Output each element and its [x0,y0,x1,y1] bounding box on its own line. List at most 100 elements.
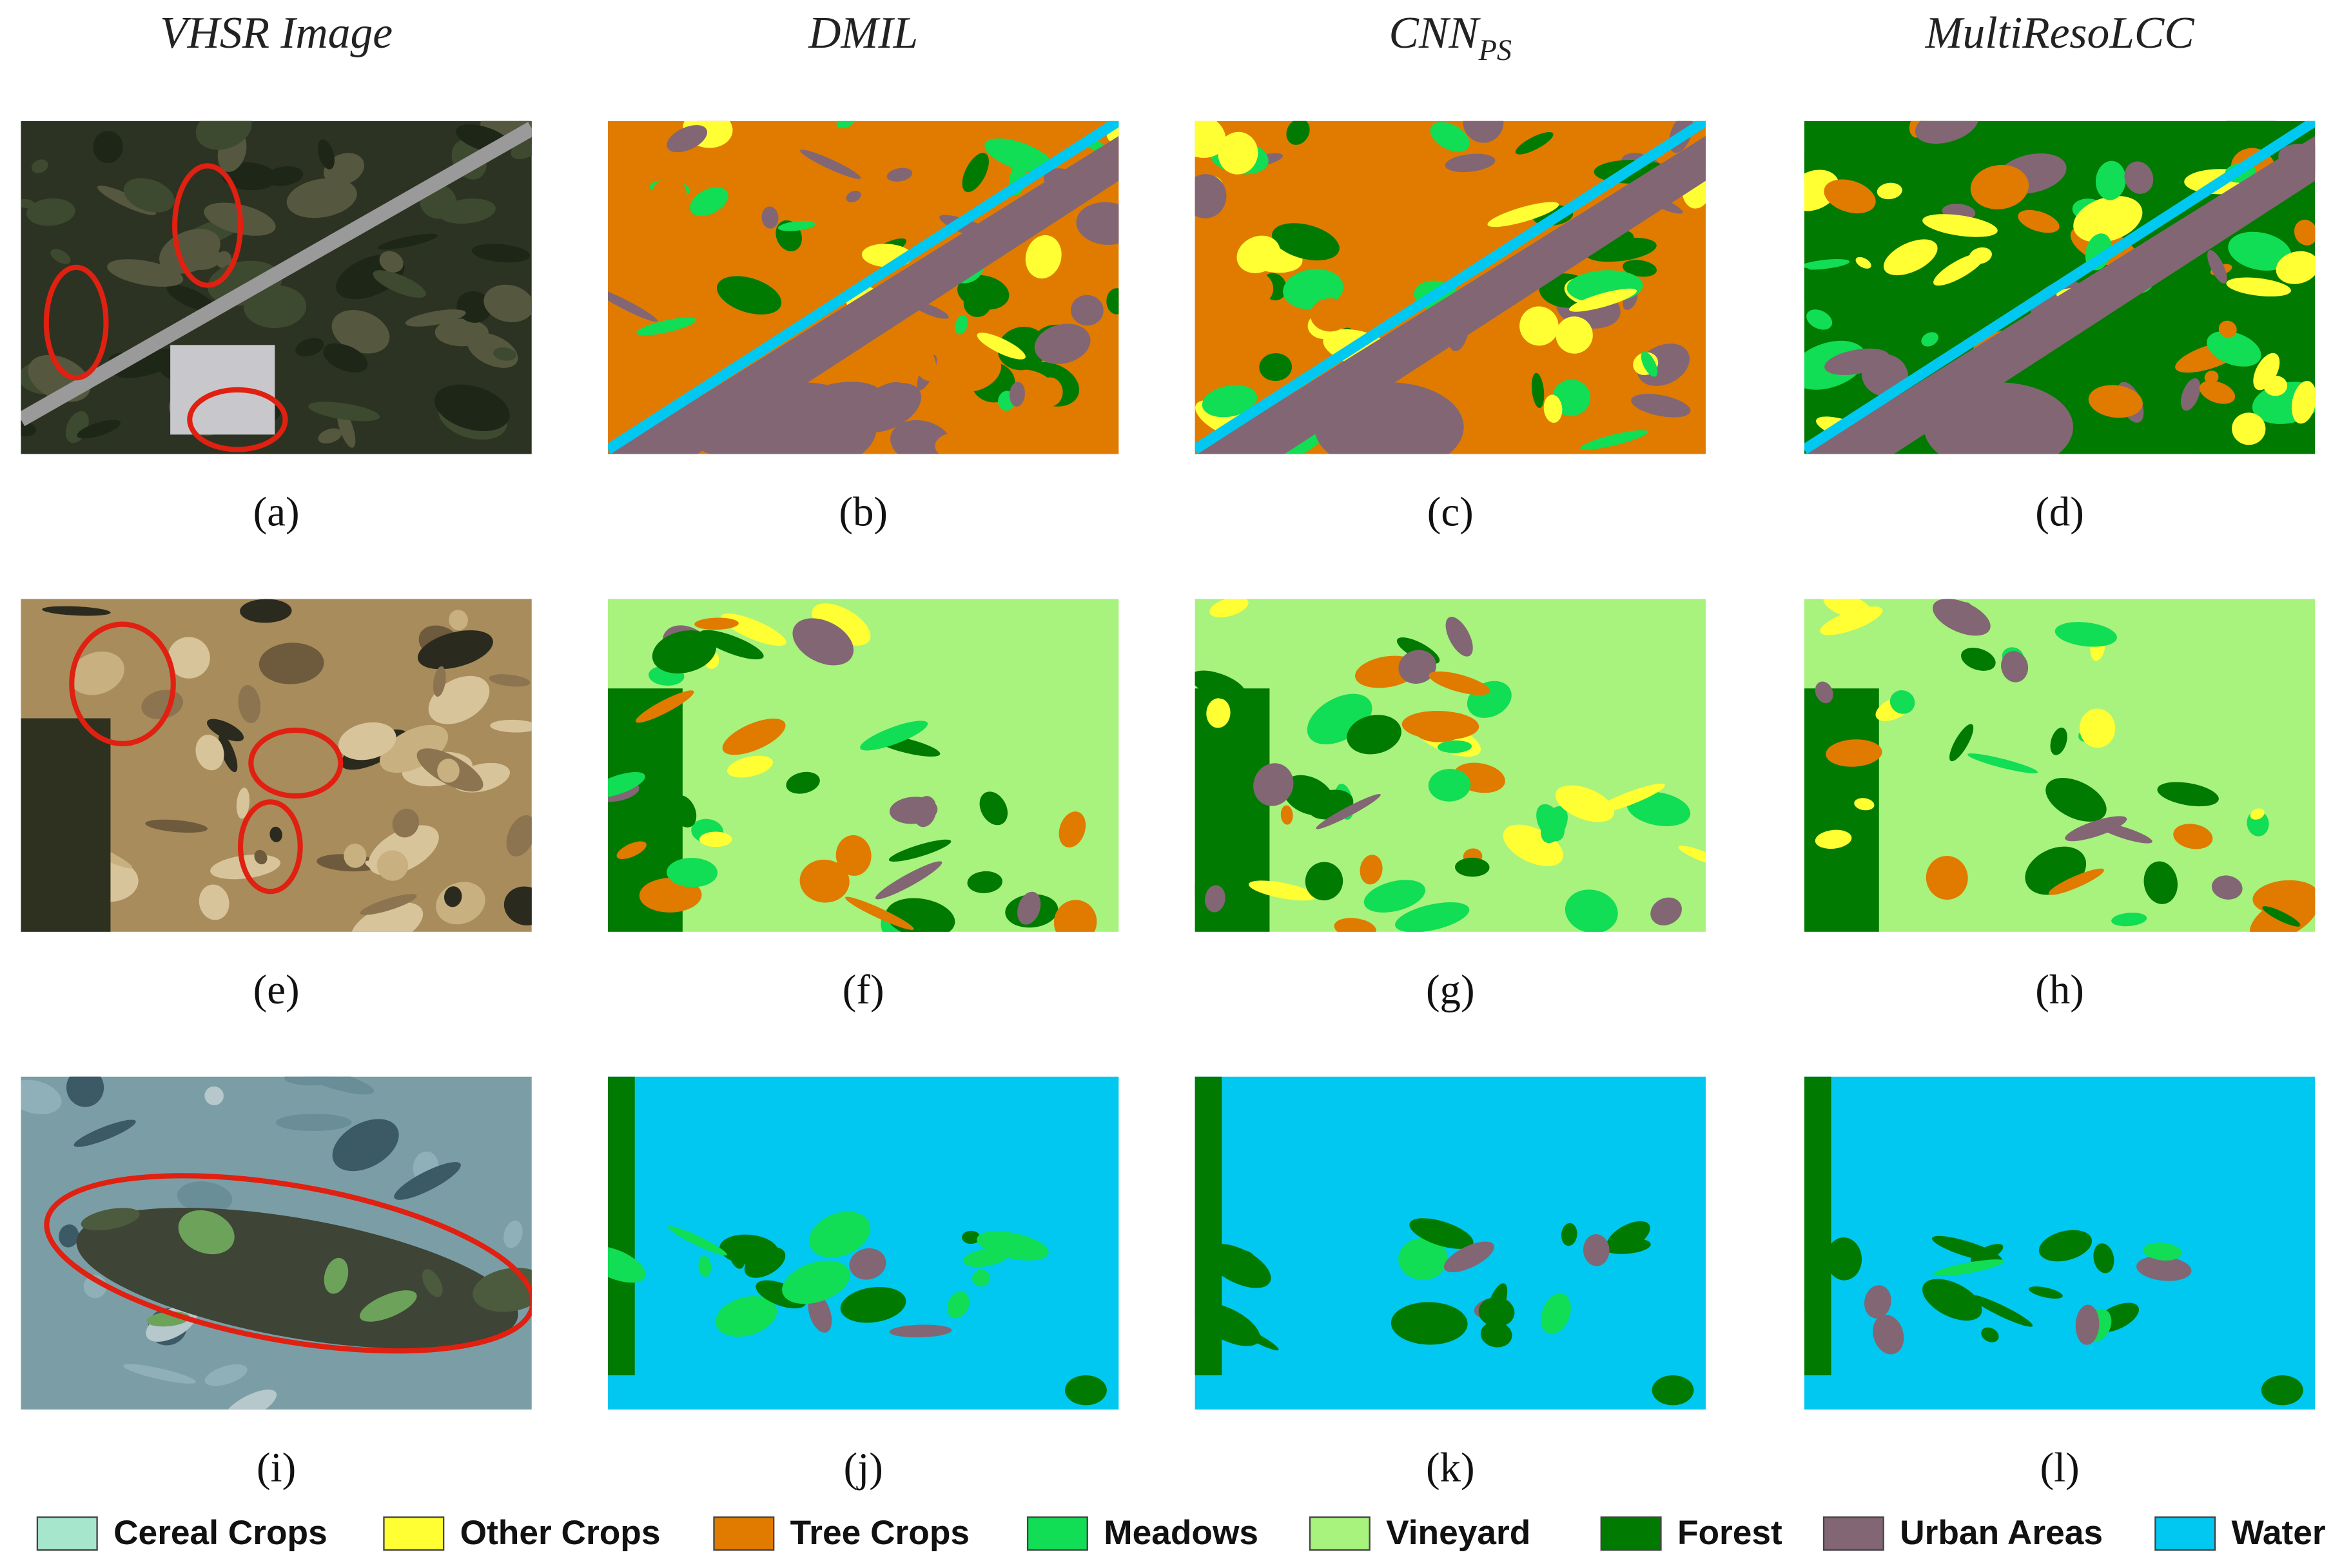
panel-label: (e) [253,967,300,1013]
map-patch [2050,727,2067,755]
map-patch [503,886,532,925]
map-patch [123,178,175,213]
map-patch [1195,1302,1260,1346]
map-patch [836,121,855,129]
map-patch [1967,753,2038,773]
map-patch [2065,816,2127,842]
map-patch [1536,804,1565,842]
map-patch [1926,856,1968,900]
map-patch [2199,380,2236,404]
panel-label: (i) [257,1445,296,1491]
map-patch [1933,1259,2005,1277]
map-patch [1429,671,1490,695]
map-patch [1969,247,1992,264]
map-patch [2225,121,2286,148]
map-patch [1445,617,1473,657]
map-patch [1305,862,1343,901]
legend-swatch [1822,1516,1884,1551]
map-patch [947,1292,970,1319]
map-patch [236,788,250,819]
map-patch [1196,293,1209,322]
map-patch [438,198,496,224]
map-patch [275,1114,352,1132]
map-patch [434,384,510,431]
map-patch [2294,219,2316,246]
map-patch [957,275,1010,310]
map-patch [166,284,215,312]
map-patch [761,206,779,229]
map-patch [667,125,708,153]
map-patch [1543,394,1563,423]
map-patch [1915,121,1979,144]
map-patch [1626,791,1691,826]
map-patch [1236,235,1280,273]
map-patch [777,220,815,231]
map-patch [1606,1221,1650,1253]
panel-image [1804,599,2316,932]
map-patch [1815,829,1852,849]
map-patch [1259,353,1293,382]
panel-label: (d) [2035,489,2084,536]
map-patch [195,121,252,150]
map-patch [2095,160,2126,200]
forest-patch [1652,1375,1694,1406]
column-header-text: CNN [1389,8,1481,58]
map-patch [616,841,647,860]
map-patch [1826,1237,1862,1281]
map-patch [2253,353,2280,391]
map-patch [934,146,957,164]
column-header: CNNPS [1389,8,1512,67]
map-patch [373,270,426,298]
map-patch [176,243,221,270]
map-patch [394,1162,461,1200]
map-patch [744,1247,786,1278]
map-patch [1196,784,1227,821]
panel-image [1195,599,1706,932]
map-patch [392,808,420,838]
map-patch [206,719,244,742]
map-patch [2045,778,2107,822]
map-patch [2075,1304,2100,1345]
map-patch [204,1364,248,1386]
panel-label: (l) [2040,1445,2079,1491]
map-patch [698,1255,712,1277]
map-patch [699,630,764,660]
map-patch [1218,131,1258,175]
map-patch [2143,1242,2182,1261]
map-patch [2211,875,2243,900]
map-patch [490,719,532,733]
map-patch [2157,782,2219,807]
map-patch [50,249,71,264]
map-patch [1195,174,1227,218]
legend-label: Other Crops [460,1514,661,1552]
legend-label: Meadows [1104,1514,1258,1552]
map-patch [1871,135,1945,184]
map-patch [608,771,645,798]
map-patch [1515,131,1554,155]
map-patch [727,755,774,778]
map-patch [1445,153,1496,173]
map-patch [31,159,48,173]
map-patch [1555,785,1614,822]
panel-image [608,1076,1119,1410]
column-header-subscript: PS [1478,34,1512,67]
map-patch [963,1248,1010,1267]
map-patch [503,1221,523,1248]
map-patch [295,338,324,357]
map-patch [2048,868,2104,895]
map-patch [955,315,968,334]
map-patch [1922,214,1998,237]
map-patch [2250,808,2265,820]
map-patch [1454,337,1514,371]
panel-label: (h) [2035,967,2084,1013]
map-patch [2038,1230,2092,1262]
map-patch [875,861,942,900]
map-patch [1541,1293,1571,1335]
legend-swatch [383,1516,445,1551]
map-patch [786,771,820,794]
map-patch [66,1076,104,1107]
map-patch [1360,855,1383,885]
map-patch [1949,724,1974,762]
urban-band [608,135,1119,454]
